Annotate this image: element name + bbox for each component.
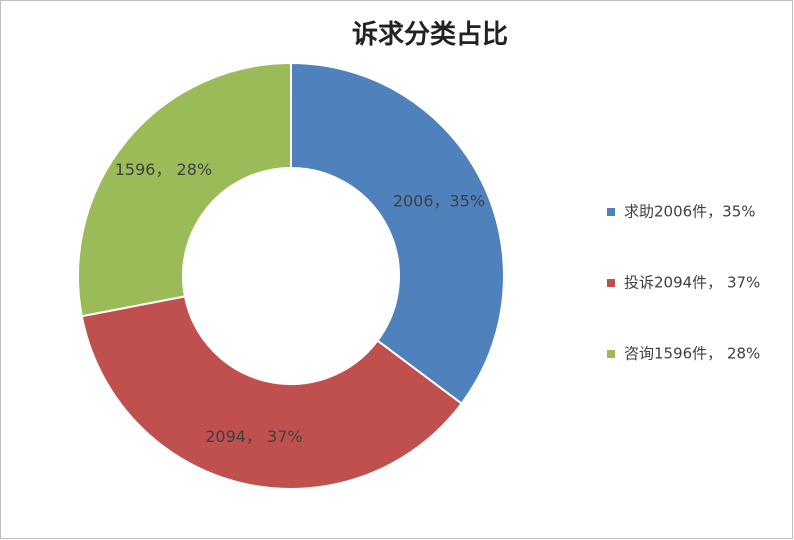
slice <box>290 61 505 405</box>
legend-swatch <box>607 208 615 216</box>
chart-title: 诉求分类占比 <box>352 20 508 50</box>
slice <box>77 61 292 318</box>
legend-swatch <box>607 350 615 358</box>
data-label: 1596， 28% <box>115 160 212 179</box>
legend-label: 求助2006件，35% <box>624 203 756 221</box>
legend-label: 咨询1596件， 28% <box>624 345 760 363</box>
data-label: 2006，35% <box>393 191 485 210</box>
slice <box>80 295 463 490</box>
legend-swatch <box>607 279 615 287</box>
legend-label: 投诉2094件， 37% <box>624 274 760 292</box>
data-label: 2094， 37% <box>205 427 302 446</box>
